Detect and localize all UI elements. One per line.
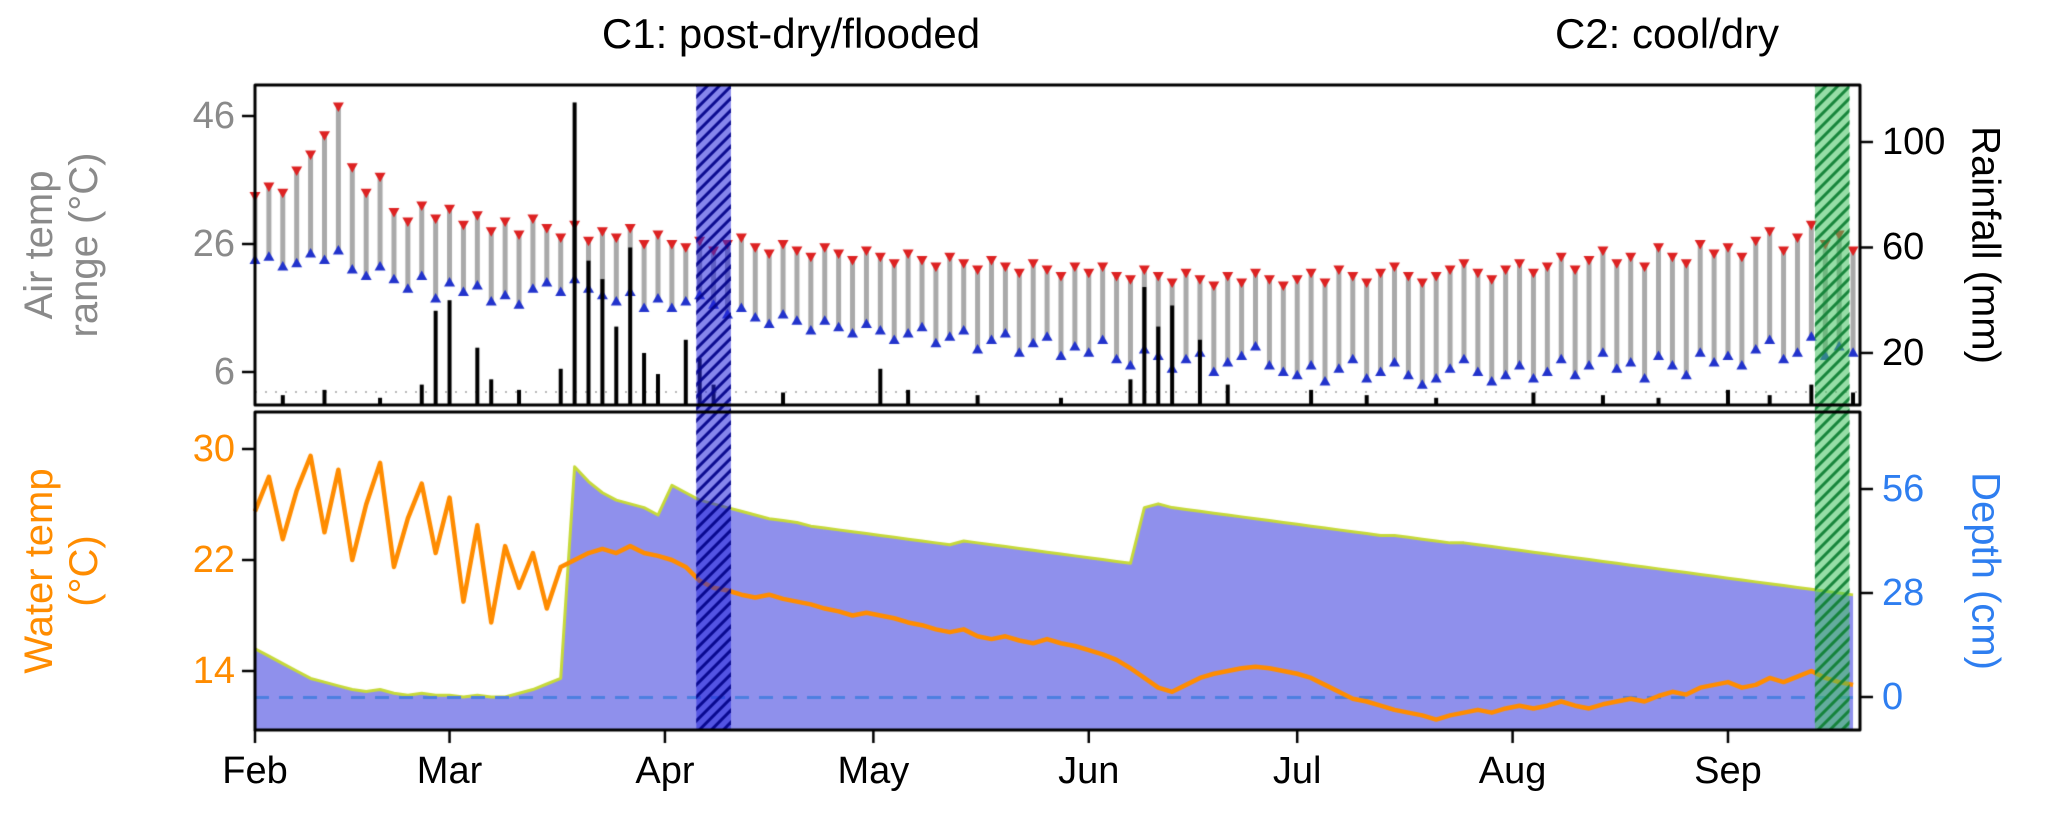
month-label: Jul [1272, 750, 1322, 792]
period-title-c2: C2: cool/dry [1554, 10, 1780, 57]
month-label: Jun [1058, 750, 1120, 792]
depth-tick-label: 28 [1882, 572, 1925, 614]
axis-title-line: range (°C) [62, 152, 106, 338]
month-label: May [837, 750, 910, 792]
axis-title-line: Air temp [17, 170, 62, 320]
air-temp-tick-label: 6 [213, 351, 235, 393]
period-title-c1: C1: post-dry/flooded [601, 10, 981, 57]
month-label: Mar [416, 750, 483, 792]
water-temp-tick-label: 30 [192, 428, 235, 470]
axis-title-line: Water temp [17, 468, 62, 674]
water-temp-axis-title: Water temp (°C) [17, 468, 107, 673]
axis-title-line: Rainfall (mm) [1963, 126, 2008, 364]
air-temp-axis-title: Air temp range (°C) [17, 153, 107, 338]
month-label: Aug [1478, 750, 1547, 792]
depth-tick-label: 56 [1882, 468, 1925, 511]
month-label: Sep [1694, 750, 1762, 792]
month-label: Apr [635, 750, 695, 792]
rainfall-axis-title: Rainfall (mm) [1963, 126, 2008, 364]
rainfall-tick-label: 20 [1882, 331, 1925, 374]
water-temp-tick-label: 14 [192, 650, 235, 692]
rainfall-tick-label: 60 [1882, 226, 1925, 269]
axis-title-line: Depth (cm) [1963, 472, 2008, 670]
air-temp-tick-label: 46 [192, 95, 235, 137]
axis-title-line: (°C) [62, 535, 106, 607]
air-temp-tick-label: 26 [192, 223, 235, 265]
month-label: Feb [222, 750, 288, 792]
depth-tick-label: 0 [1882, 676, 1904, 718]
depth-axis-title: Depth (cm) [1963, 472, 2008, 670]
water-temp-tick-label: 22 [192, 539, 235, 581]
rainfall-tick-label: 100 [1882, 121, 1946, 163]
